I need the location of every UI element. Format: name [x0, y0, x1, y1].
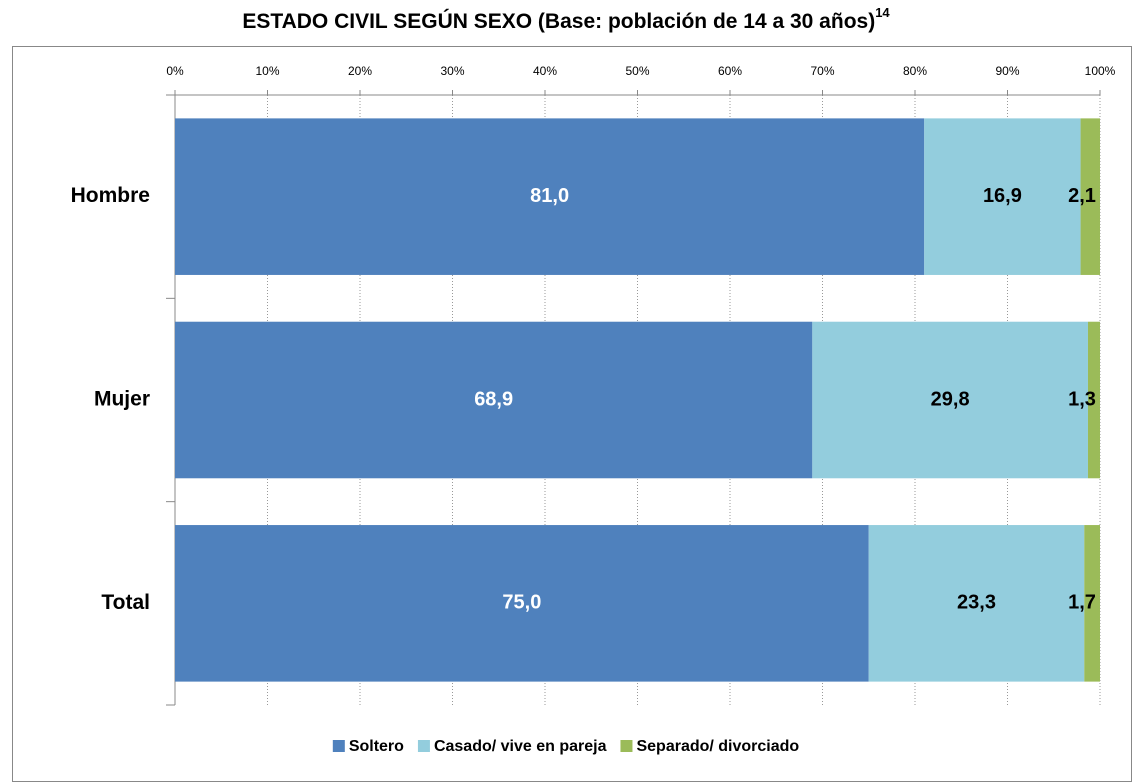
bar-segment — [1087, 321, 1100, 479]
y-tick-label: Mujer — [94, 388, 150, 411]
legend-swatch — [417, 740, 430, 752]
data-label: 1,7 — [1068, 592, 1096, 614]
bar-segment — [868, 525, 1085, 682]
bar-segment — [175, 525, 869, 682]
bar-segment — [1080, 118, 1100, 275]
legend-swatch — [620, 740, 633, 752]
x-tick-label: 20% — [348, 64, 372, 78]
bar-segment — [1084, 525, 1100, 682]
y-tick-label: Hombre — [71, 184, 150, 207]
data-label: 16,9 — [983, 185, 1022, 207]
x-tick-label: 40% — [533, 64, 557, 78]
x-tick-label: 0% — [166, 64, 184, 78]
x-tick-label: 90% — [995, 64, 1019, 78]
data-label: 75,0 — [502, 592, 541, 614]
legend: Soltero Casado/ vive en pareja Separado/ d… — [332, 738, 799, 755]
legend-swatch — [332, 740, 345, 752]
bar-segment — [812, 321, 1088, 479]
data-label: 81,0 — [530, 185, 569, 207]
data-label: 23,3 — [957, 592, 996, 614]
bar-segment — [924, 118, 1081, 275]
legend-label: Soltero — [349, 738, 404, 755]
data-label: 29,8 — [931, 388, 970, 410]
x-tick-label: 10% — [255, 64, 279, 78]
legend-label: Casado/ vive en pareja — [434, 738, 607, 755]
title-note: 14 — [875, 5, 890, 20]
x-tick-label: 60% — [718, 64, 742, 78]
y-tick-label: Total — [101, 591, 150, 614]
data-label: 1,3 — [1068, 388, 1096, 410]
bar-segment — [175, 118, 925, 275]
x-tick-label: 30% — [440, 64, 464, 78]
title-text: ESTADO CIVIL SEGÚN SEXO (Base: población… — [242, 9, 875, 33]
x-tick-label: 80% — [903, 64, 927, 78]
legend-label: Separado/ divorciado — [636, 738, 799, 755]
data-label: 68,9 — [474, 388, 513, 410]
data-label: 2,1 — [1068, 185, 1096, 207]
x-tick-label: 70% — [810, 64, 834, 78]
x-tick-label: 100% — [1085, 64, 1116, 78]
chart-title: ESTADO CIVIL SEGÚN SEXO (Base: población… — [242, 5, 890, 32]
x-tick-label: 50% — [625, 64, 649, 78]
bar-segment — [175, 321, 813, 479]
